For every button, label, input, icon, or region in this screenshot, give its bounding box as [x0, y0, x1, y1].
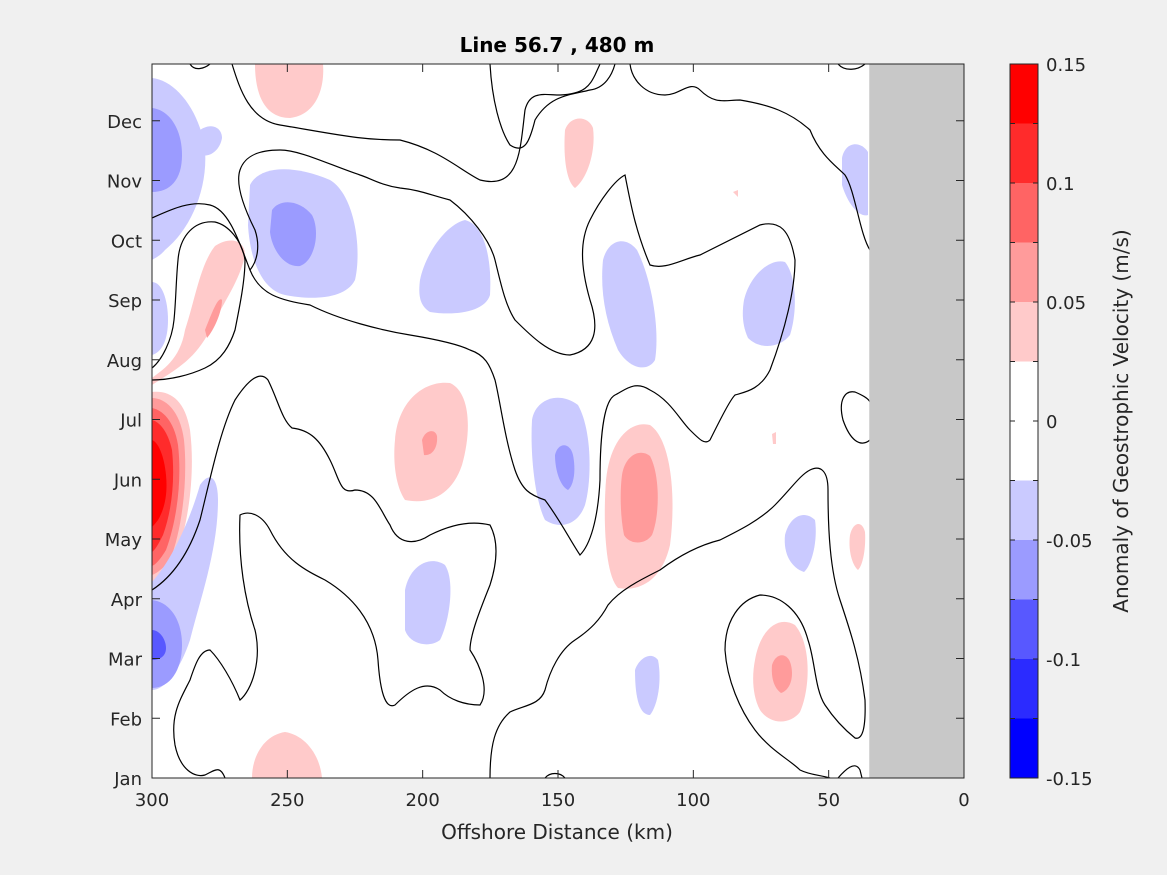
y-tick-label: May	[105, 530, 143, 551]
x-tick-label: 150	[541, 790, 575, 811]
colorbar-tick-label: -0.05	[1046, 531, 1093, 552]
y-tick-label: Dec	[107, 112, 142, 133]
y-tick-label: Oct	[111, 231, 142, 252]
x-axis-label: Offshore Distance (km)	[441, 820, 673, 844]
colorbar-swatch	[1010, 361, 1038, 421]
colorbar-swatch	[1010, 659, 1038, 719]
colorbar-swatch	[1010, 480, 1038, 540]
y-axis: Jan Feb Mar Apr May Jun Jul Aug Sep Oct Nov Dec	[105, 112, 964, 790]
x-tick-label: 50	[817, 790, 840, 811]
y-tick-label: Mar	[108, 650, 143, 671]
anomaly-patch-blue-jun-148-inner	[555, 445, 575, 490]
anomaly-patch-red-dec-250	[255, 64, 324, 118]
anomaly-patch-blue-may-61	[784, 515, 816, 572]
zero-contours	[152, 64, 871, 778]
no-data-region	[869, 64, 964, 778]
colorbar-swatch	[1010, 421, 1038, 481]
y-tick-label: Sep	[108, 291, 142, 312]
chart-title: Line 56.7 , 480 m	[460, 33, 655, 57]
anomaly-patch-blue-apr-193	[405, 561, 451, 645]
anomaly-patch-blue-nov-inner	[152, 108, 182, 192]
anomaly-patch-red-jun-center	[152, 440, 167, 527]
anomaly-patch-blue-sep-68	[742, 261, 795, 346]
zero-contour	[231, 64, 601, 183]
colorbar-swatch	[1010, 718, 1038, 778]
x-tick-label: 300	[135, 790, 169, 811]
colorbar-label: Anomaly of Geostrophic Velocity (m/s)	[1109, 229, 1133, 612]
anomaly-patch-red-jan-250	[252, 732, 322, 778]
anomaly-patch-blue-nov-dec	[200, 126, 222, 156]
anomaly-patch-red-may-122-inner	[620, 452, 658, 543]
y-tick-label: Aug	[107, 351, 142, 372]
anomaly-patch-red-jun	[152, 240, 245, 385]
colorbar-swatch	[1010, 302, 1038, 362]
y-tick-label: Jun	[113, 470, 142, 491]
zero-contour	[837, 765, 863, 778]
zero-contour	[489, 467, 866, 778]
anomaly-patch-red-jun-197-core	[422, 431, 438, 456]
y-tick-label: Nov	[107, 172, 142, 193]
colorbar-tick-label: 0.15	[1046, 55, 1086, 76]
colorbar-swatch	[1010, 540, 1038, 600]
x-tick-label: 250	[270, 790, 304, 811]
y-tick-label: Apr	[111, 590, 143, 611]
colorbar-tick-label: 0	[1046, 412, 1057, 433]
x-axis: 300 250 200 150 100 50 0	[135, 64, 970, 811]
zero-contour	[544, 772, 566, 778]
zero-contour	[629, 64, 871, 251]
anomaly-patch-blue-mar-155	[635, 655, 660, 715]
zero-contour	[840, 391, 871, 444]
x-tick-label: 100	[676, 790, 710, 811]
colorbar-swatch	[1010, 123, 1038, 183]
zero-contour	[152, 149, 796, 556]
anomaly-patch-red-dec-137	[564, 118, 594, 188]
colorbar-tick-label: -0.1	[1046, 650, 1081, 671]
colorbar-tick-label: -0.15	[1046, 769, 1093, 790]
y-tick-label: Jan	[113, 769, 142, 790]
colorbar-tick-label: 0.05	[1046, 293, 1086, 314]
zero-contour	[189, 64, 211, 70]
colorbar-swatch	[1010, 64, 1038, 124]
anomaly-patch-blue-mar-inner	[152, 600, 182, 688]
anomaly-patch-red-may-38	[849, 524, 866, 570]
colorbar-swatch	[1010, 599, 1038, 659]
anomaly-patch-blue-sep-190	[419, 220, 491, 314]
y-tick-label: Jul	[119, 411, 142, 432]
x-tick-label: 0	[958, 790, 969, 811]
plot-area	[151, 63, 965, 779]
zero-contour	[837, 64, 866, 70]
colorbar: 0.15 0.1 0.05 0 -0.05 -0.1 -0.15	[1009, 55, 1093, 790]
x-tick-label: 200	[405, 790, 439, 811]
zero-contour	[152, 221, 246, 381]
anomaly-patch-red-mar-68-inner	[771, 655, 792, 693]
anomaly-dot-nov-85	[733, 190, 738, 197]
zero-contour	[152, 375, 497, 778]
anomaly-patch-blue-oct-250-inner	[270, 202, 316, 267]
anomaly-dot-jul-72	[772, 432, 776, 444]
colorbar-swatch	[1010, 183, 1038, 243]
anomaly-patch-blue-nov-42	[842, 144, 868, 216]
anomaly-patch-red-sep-core	[205, 299, 222, 338]
zero-contour	[489, 64, 616, 149]
anomaly-patch-blue-mar-core	[152, 630, 166, 660]
y-tick-label: Feb	[110, 709, 142, 730]
colorbar-swatch	[1010, 242, 1038, 302]
colorbar-tick-label: 0.1	[1046, 174, 1075, 195]
anomaly-patch-blue-sep-122	[602, 241, 657, 368]
